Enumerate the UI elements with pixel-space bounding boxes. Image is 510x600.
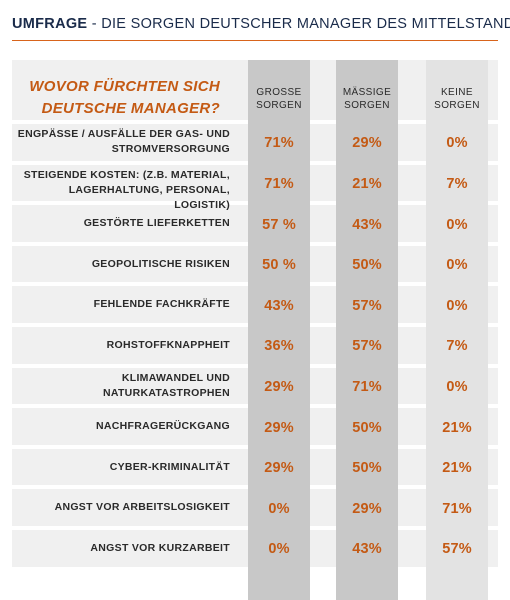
- column-header-line: SORGEN: [344, 100, 390, 111]
- value-cell: 29%: [352, 135, 382, 152]
- row-label-line: STROMVERSORGUNG: [111, 143, 230, 156]
- column-header-line: GROSSE: [256, 87, 302, 98]
- value-cell: 29%: [264, 419, 294, 436]
- row-label-line: ANGST VOR ARBEITSLOSIGKEIT: [54, 501, 230, 514]
- row-label-line: STEIGENDE KOSTEN: (Z.B. MATERIAL,: [23, 168, 230, 181]
- column-band: [426, 60, 488, 600]
- page-title: UMFRAGE - DIE SORGEN DEUTSCHER MANAGER D…: [12, 16, 510, 32]
- row-label: ROHSTOFFKNAPPHEIT: [10, 338, 230, 353]
- value-cell: 71%: [264, 135, 294, 152]
- value-cell: 43%: [352, 216, 382, 233]
- value-cell: 21%: [442, 460, 472, 477]
- row-label: ANGST VOR KURZARBEIT: [10, 541, 230, 556]
- row-label-line: KLIMAWANDEL UND: [121, 371, 230, 384]
- row-label-line: FEHLENDE FACHKRÄFTE: [93, 298, 230, 311]
- row-label: FEHLENDE FACHKRÄFTE: [10, 297, 230, 312]
- row-label: GEOPOLITISCHE RISIKEN: [10, 257, 230, 272]
- value-cell: 0%: [446, 297, 468, 314]
- value-cell: 43%: [352, 541, 382, 558]
- title-text: - DIE SORGEN DEUTSCHER MANAGER DES MITTE…: [87, 16, 510, 32]
- value-cell: 71%: [264, 175, 294, 192]
- row-label-line: ANGST VOR KURZARBEIT: [90, 541, 230, 554]
- value-cell: 0%: [446, 378, 468, 395]
- row-label-line: GEOPOLITISCHE RISIKEN: [91, 257, 230, 270]
- column-header: MÄSSIGE SORGEN: [332, 86, 402, 112]
- value-cell: 50%: [352, 460, 382, 477]
- column-band: [336, 60, 398, 600]
- row-label: STEIGENDE KOSTEN: (Z.B. MATERIAL, LAGERHA…: [10, 168, 230, 213]
- row-label-line: LAGERHALTUNG, PERSONAL, LOGISTIK): [68, 183, 230, 211]
- value-cell: 0%: [446, 257, 468, 274]
- value-cell: 71%: [442, 500, 472, 517]
- row-label-line: ROHSTOFFKNAPPHEIT: [106, 338, 230, 351]
- row-label: KLIMAWANDEL UND NATURKATASTROPHEN: [10, 371, 230, 401]
- value-cell: 71%: [352, 378, 382, 395]
- value-cell: 0%: [446, 216, 468, 233]
- title-divider: [12, 40, 498, 41]
- value-cell: 57%: [442, 541, 472, 558]
- column-header-line: SORGEN: [434, 100, 480, 111]
- table-question: WOVOR FÜRCHTEN SICH DEUTSCHE MANAGER?: [29, 78, 220, 117]
- value-cell: 7%: [446, 175, 468, 192]
- row-label: GESTÖRTE LIEFERKETTEN: [10, 216, 230, 231]
- row-label-line: CYBER-KRIMINALITÄT: [109, 460, 230, 473]
- value-cell: 0%: [268, 541, 290, 558]
- column-header: KEINE SORGEN: [422, 86, 492, 112]
- value-cell: 57%: [352, 338, 382, 355]
- column-header-line: MÄSSIGE: [342, 87, 392, 98]
- column-header-line: SORGEN: [256, 100, 302, 111]
- row-label-line: GESTÖRTE LIEFERKETTEN: [83, 217, 230, 229]
- value-cell: 50%: [352, 257, 382, 274]
- value-cell: 21%: [352, 175, 382, 192]
- row-label-line: NATURKATASTROPHEN: [102, 386, 230, 399]
- row-label: ENGPÄSSE / AUSFÄLLE DER GAS- UND STROMVER…: [10, 127, 230, 157]
- value-cell: 57%: [352, 297, 382, 314]
- value-cell: 29%: [352, 500, 382, 517]
- row-label-line: NACHFRAGERÜCKGANG: [95, 420, 230, 432]
- value-cell: 29%: [264, 378, 294, 395]
- value-cell: 50 %: [262, 257, 296, 274]
- value-cell: 43%: [264, 297, 294, 314]
- row-label-line: ENGPÄSSE / AUSFÄLLE DER GAS- UND: [17, 128, 230, 141]
- row-label: CYBER-KRIMINALITÄT: [10, 460, 230, 475]
- title-label: UMFRAGE: [12, 16, 88, 32]
- column-header-line: KEINE: [440, 87, 473, 98]
- row-label: ANGST VOR ARBEITSLOSIGKEIT: [10, 500, 230, 515]
- value-cell: 57 %: [262, 216, 296, 233]
- value-cell: 0%: [446, 135, 468, 152]
- value-cell: 29%: [264, 460, 294, 477]
- column-header: GROSSE SORGEN: [244, 86, 314, 112]
- value-cell: 36%: [264, 338, 294, 355]
- value-cell: 50%: [352, 419, 382, 436]
- value-cell: 21%: [442, 419, 472, 436]
- column-band: [248, 60, 310, 600]
- value-cell: 0%: [268, 500, 290, 517]
- value-cell: 7%: [446, 338, 468, 355]
- row-label: NACHFRAGERÜCKGANG: [10, 419, 230, 434]
